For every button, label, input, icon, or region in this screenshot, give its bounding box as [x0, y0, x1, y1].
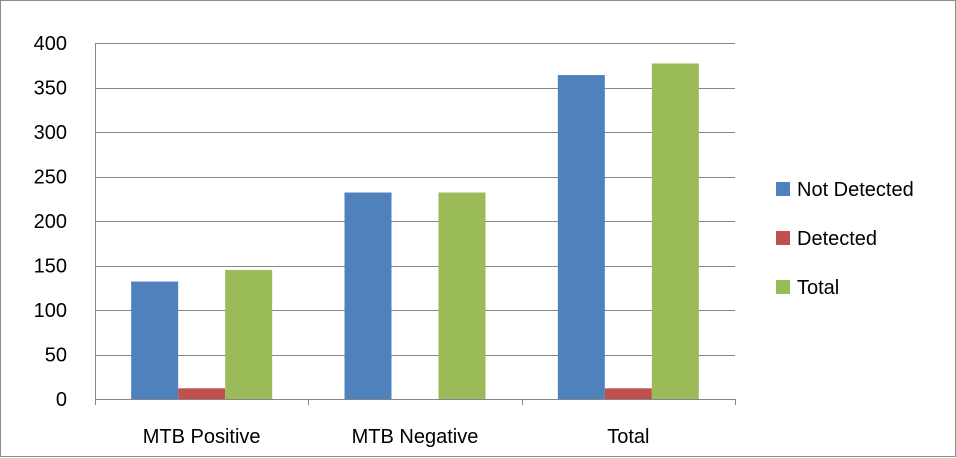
- bar-total-total: [651, 63, 699, 399]
- y-tick-label: 300: [34, 122, 67, 144]
- y-tick-labels: 0 50 100 150 200 250 300 350 400: [34, 33, 67, 411]
- y-tick-label: 350: [34, 78, 67, 100]
- legend-swatch: [776, 231, 790, 245]
- y-tick-label: 100: [34, 300, 67, 322]
- legend-label: Total: [797, 277, 839, 299]
- x-category-label: MTB Positive: [143, 426, 261, 448]
- bar-detected-total: [604, 388, 652, 399]
- gridlines: [95, 43, 735, 356]
- bar-not-detected-mtb-negative: [344, 192, 392, 399]
- y-tick-label: 200: [34, 211, 67, 233]
- y-tick-label: 400: [34, 33, 67, 55]
- y-tick-label: 150: [34, 256, 67, 278]
- legend-swatch: [776, 182, 790, 196]
- legend-label: Detected: [797, 228, 877, 250]
- legend-label: Not Detected: [797, 179, 914, 201]
- x-category-label: Total: [607, 426, 649, 448]
- legend-swatch: [776, 280, 790, 294]
- bars: [131, 63, 699, 399]
- bar-total-mtb-negative: [438, 192, 486, 399]
- y-tick-label: 250: [34, 167, 67, 189]
- y-tick-label: 0: [56, 389, 67, 411]
- y-tick-label: 50: [45, 345, 67, 367]
- bar-total-mtb-positive: [225, 269, 273, 399]
- bar-not-detected-mtb-positive: [131, 281, 179, 399]
- axes: [95, 43, 736, 405]
- x-category-label: MTB Negative: [352, 426, 479, 448]
- bar-not-detected-total: [557, 75, 605, 399]
- category-labels: MTB Positive MTB Negative Total: [143, 426, 650, 448]
- legend: Not Detected Detected Total: [776, 179, 914, 299]
- bar-detected-mtb-positive: [178, 388, 226, 399]
